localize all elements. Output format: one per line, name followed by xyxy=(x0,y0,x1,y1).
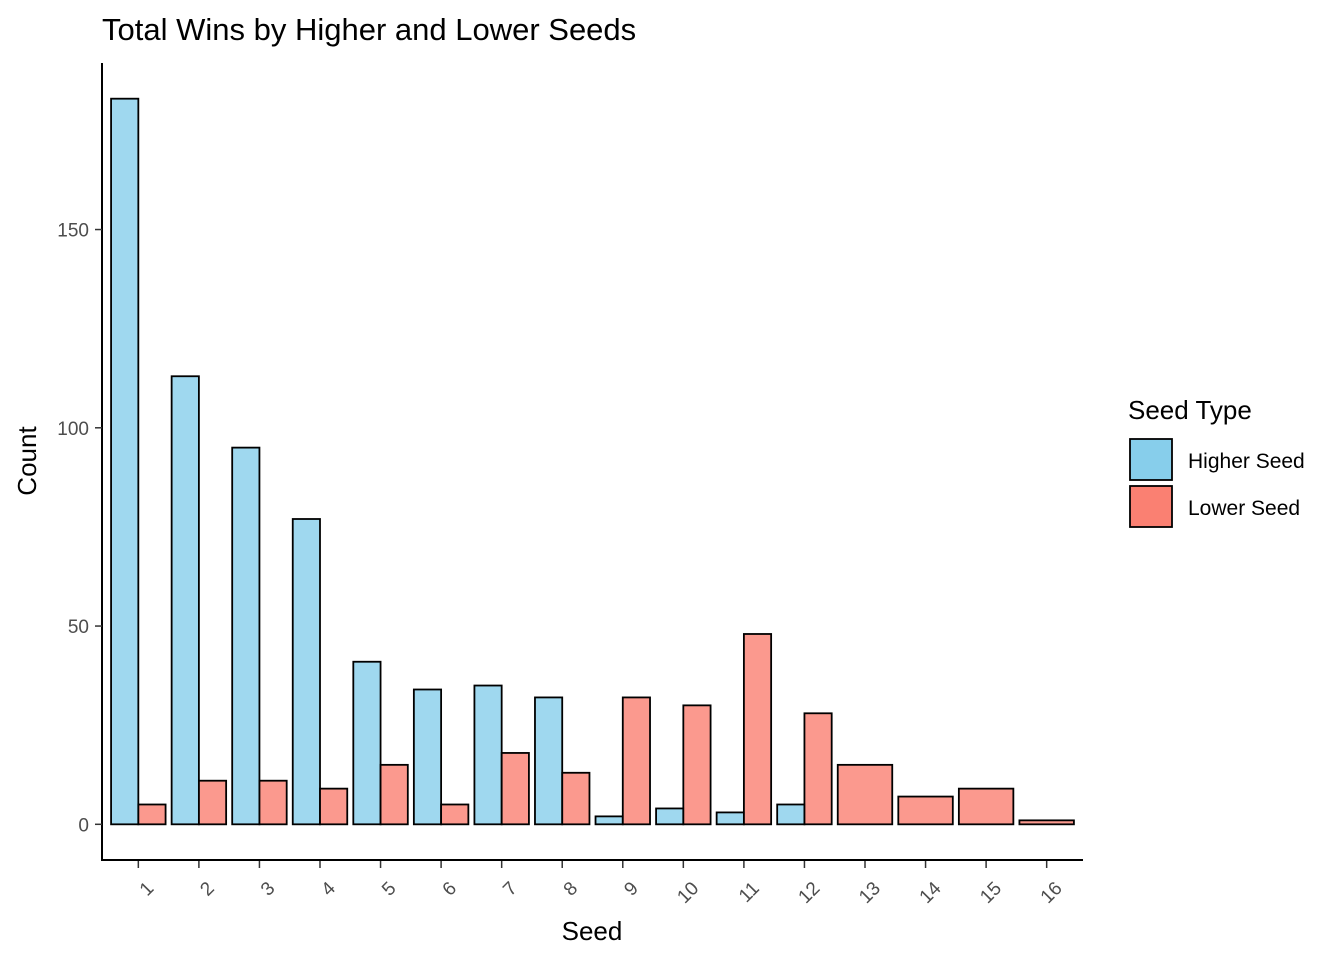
bar-higher-seed-seed-4 xyxy=(291,518,321,826)
legend-title: Seed Type xyxy=(1128,395,1252,425)
bar-higher-seed-seed-2 xyxy=(170,375,200,826)
legend-label-lower-seed: Lower Seed xyxy=(1188,497,1300,520)
bar-lower-seed-seed-11 xyxy=(742,633,773,826)
bar-lower-seed-seed-10 xyxy=(682,704,712,826)
x-tick-label: 13 xyxy=(855,878,885,908)
bar-lower-seed-seed-4 xyxy=(319,787,349,826)
bar-lower-seed-seed-13 xyxy=(836,763,894,826)
bar-higher-seed-seed-7 xyxy=(473,684,503,826)
y-tick-label: 150 xyxy=(57,221,89,242)
bar-higher-seed-seed-3 xyxy=(231,446,261,826)
y-axis-title: Count xyxy=(12,426,42,496)
bar-lower-seed-seed-6 xyxy=(440,803,470,826)
bar-lower-seed-seed-5 xyxy=(379,763,409,826)
legend-key-lower-seed xyxy=(1129,485,1173,528)
x-tick-label: 14 xyxy=(916,878,946,908)
bar-lower-seed-seed-7 xyxy=(500,752,530,826)
bar-lower-seed-seed-12 xyxy=(803,712,833,826)
y-tick-label: 0 xyxy=(78,815,89,836)
x-tick-label: 16 xyxy=(1037,878,1067,908)
bar-lower-seed-seed-9 xyxy=(621,696,651,826)
x-tick-label: 11 xyxy=(735,878,764,907)
x-tick-label: 12 xyxy=(795,878,825,908)
legend-label-higher-seed: Higher Seed xyxy=(1188,450,1305,473)
x-tick-label: 5 xyxy=(378,878,400,900)
legend-key-higher-seed xyxy=(1129,438,1173,481)
x-axis-title: Seed xyxy=(562,916,623,946)
bars-layer xyxy=(110,97,1075,826)
bar-higher-seed-seed-10 xyxy=(655,807,685,826)
y-tick-label: 100 xyxy=(57,419,89,440)
bar-higher-seed-seed-12 xyxy=(776,803,806,826)
x-tick-label: 9 xyxy=(620,878,642,900)
chart-title: Total Wins by Higher and Lower Seeds xyxy=(102,12,636,47)
bar-lower-seed-seed-15 xyxy=(957,787,1015,826)
bar-lower-seed-seed-16 xyxy=(1018,819,1075,826)
bar-higher-seed-seed-6 xyxy=(412,688,443,826)
bar-lower-seed-seed-1 xyxy=(137,803,167,826)
bar-higher-seed-seed-1 xyxy=(110,97,140,826)
bar-lower-seed-seed-14 xyxy=(897,795,954,826)
y-axis-ticks: 0 50 100 150 xyxy=(57,221,102,836)
legend: Seed Type Higher Seed Lower Seed xyxy=(1128,395,1305,528)
x-tick-label: 10 xyxy=(673,878,703,908)
x-tick-label: 15 xyxy=(976,878,1006,908)
bar-lower-seed-seed-3 xyxy=(258,779,288,826)
legend-items: Higher Seed Lower Seed xyxy=(1129,438,1305,528)
bar-higher-seed-seed-11 xyxy=(715,811,745,826)
x-tick-label: 7 xyxy=(499,878,521,900)
bar-higher-seed-seed-5 xyxy=(352,660,382,826)
x-tick-label: 4 xyxy=(318,878,341,901)
bar-higher-seed-seed-8 xyxy=(534,696,564,826)
x-tick-label: 8 xyxy=(560,878,582,900)
bar-lower-seed-seed-8 xyxy=(561,771,591,826)
bar-lower-seed-seed-2 xyxy=(197,779,228,826)
x-axis-ticks: 1 2 3 4 5 6 7 8 9 10 11 12 13 14 15 16 xyxy=(136,861,1067,908)
bar-higher-seed-seed-9 xyxy=(594,815,624,826)
y-tick-label: 50 xyxy=(68,617,89,638)
x-tick-label: 2 xyxy=(197,878,219,900)
x-tick-label: 1 xyxy=(136,878,158,900)
x-tick-label: 3 xyxy=(257,878,279,900)
x-tick-label: 6 xyxy=(439,878,461,900)
